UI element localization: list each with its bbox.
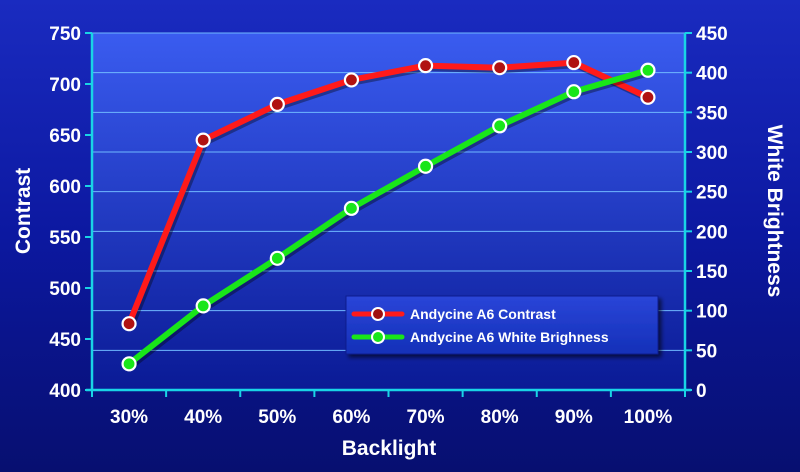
legend-brightness-marker <box>371 330 385 344</box>
contrast-point <box>640 89 656 105</box>
brightness-point <box>492 118 508 134</box>
legend-box <box>345 295 659 355</box>
y-tick-label-right: 200 <box>696 222 728 243</box>
legend-contrast-marker <box>371 307 385 321</box>
y-tick-label-left: 650 <box>49 126 81 147</box>
y-tick-label-left: 450 <box>49 330 81 351</box>
y-tick-label-right: 400 <box>696 64 728 85</box>
legend-entries: Andycine A6 Contrast Andycine A6 White B… <box>351 306 609 345</box>
contrast-point <box>195 132 211 148</box>
x-axis-title: Backlight <box>342 437 437 460</box>
brightness-line <box>126 67 651 367</box>
contrast-point <box>417 58 434 74</box>
y-tick-label-left: 700 <box>49 75 81 96</box>
x-tick-label: 30% <box>110 407 148 428</box>
x-tick-label: 70% <box>407 407 445 428</box>
contrast-point <box>343 72 360 88</box>
y-tick-label-left: 500 <box>49 279 81 300</box>
y-tick-label-right: 450 <box>696 24 728 45</box>
contrast-point <box>269 96 285 113</box>
x-tick-label: 60% <box>332 407 370 428</box>
y-tick-label-right: 0 <box>696 381 707 402</box>
y-tick-label-left: 600 <box>49 177 81 198</box>
y-tick-label-left: 550 <box>49 228 81 249</box>
brightness-point <box>640 62 656 78</box>
axes-layer: 400 450 500 550 600 650 700 750 0 50 100 150 200 250 3… <box>49 24 727 428</box>
x-tick-label: 80% <box>481 407 519 428</box>
brightness-point <box>121 356 137 372</box>
y-tick-label-right: 50 <box>696 341 717 362</box>
y-tick-label-left: 750 <box>49 24 81 45</box>
y-tick-label-right: 100 <box>696 302 728 323</box>
contrast-point <box>121 316 137 332</box>
contrast-point <box>492 60 508 76</box>
brightness-point <box>343 200 360 216</box>
y-axis-title-left: Contrast <box>12 168 35 254</box>
y-tick-label-right: 150 <box>696 262 728 283</box>
x-tick-label: 100% <box>624 407 673 428</box>
brightness-point <box>566 84 582 100</box>
y-axis-title-right: White Brightness <box>763 125 786 298</box>
contrast-point <box>566 54 582 71</box>
legend <box>345 295 659 355</box>
series-layer <box>121 54 656 372</box>
x-tick-label: 90% <box>555 407 593 428</box>
legend-brightness-label: Andycine A6 White Brighness <box>410 329 609 345</box>
y-tick-label-right: 250 <box>696 183 728 204</box>
contrast-line <box>126 59 651 327</box>
x-tick-label: 50% <box>258 407 296 428</box>
y-tick-label-left: 400 <box>49 381 81 402</box>
brightness-point <box>417 158 434 174</box>
legend-contrast-label: Andycine A6 Contrast <box>410 306 556 322</box>
y-tick-label-right: 300 <box>696 143 728 164</box>
brightness-point <box>269 250 285 266</box>
x-tick-label: 40% <box>184 407 222 428</box>
brightness-point <box>195 298 211 314</box>
y-tick-label-right: 350 <box>696 103 728 124</box>
